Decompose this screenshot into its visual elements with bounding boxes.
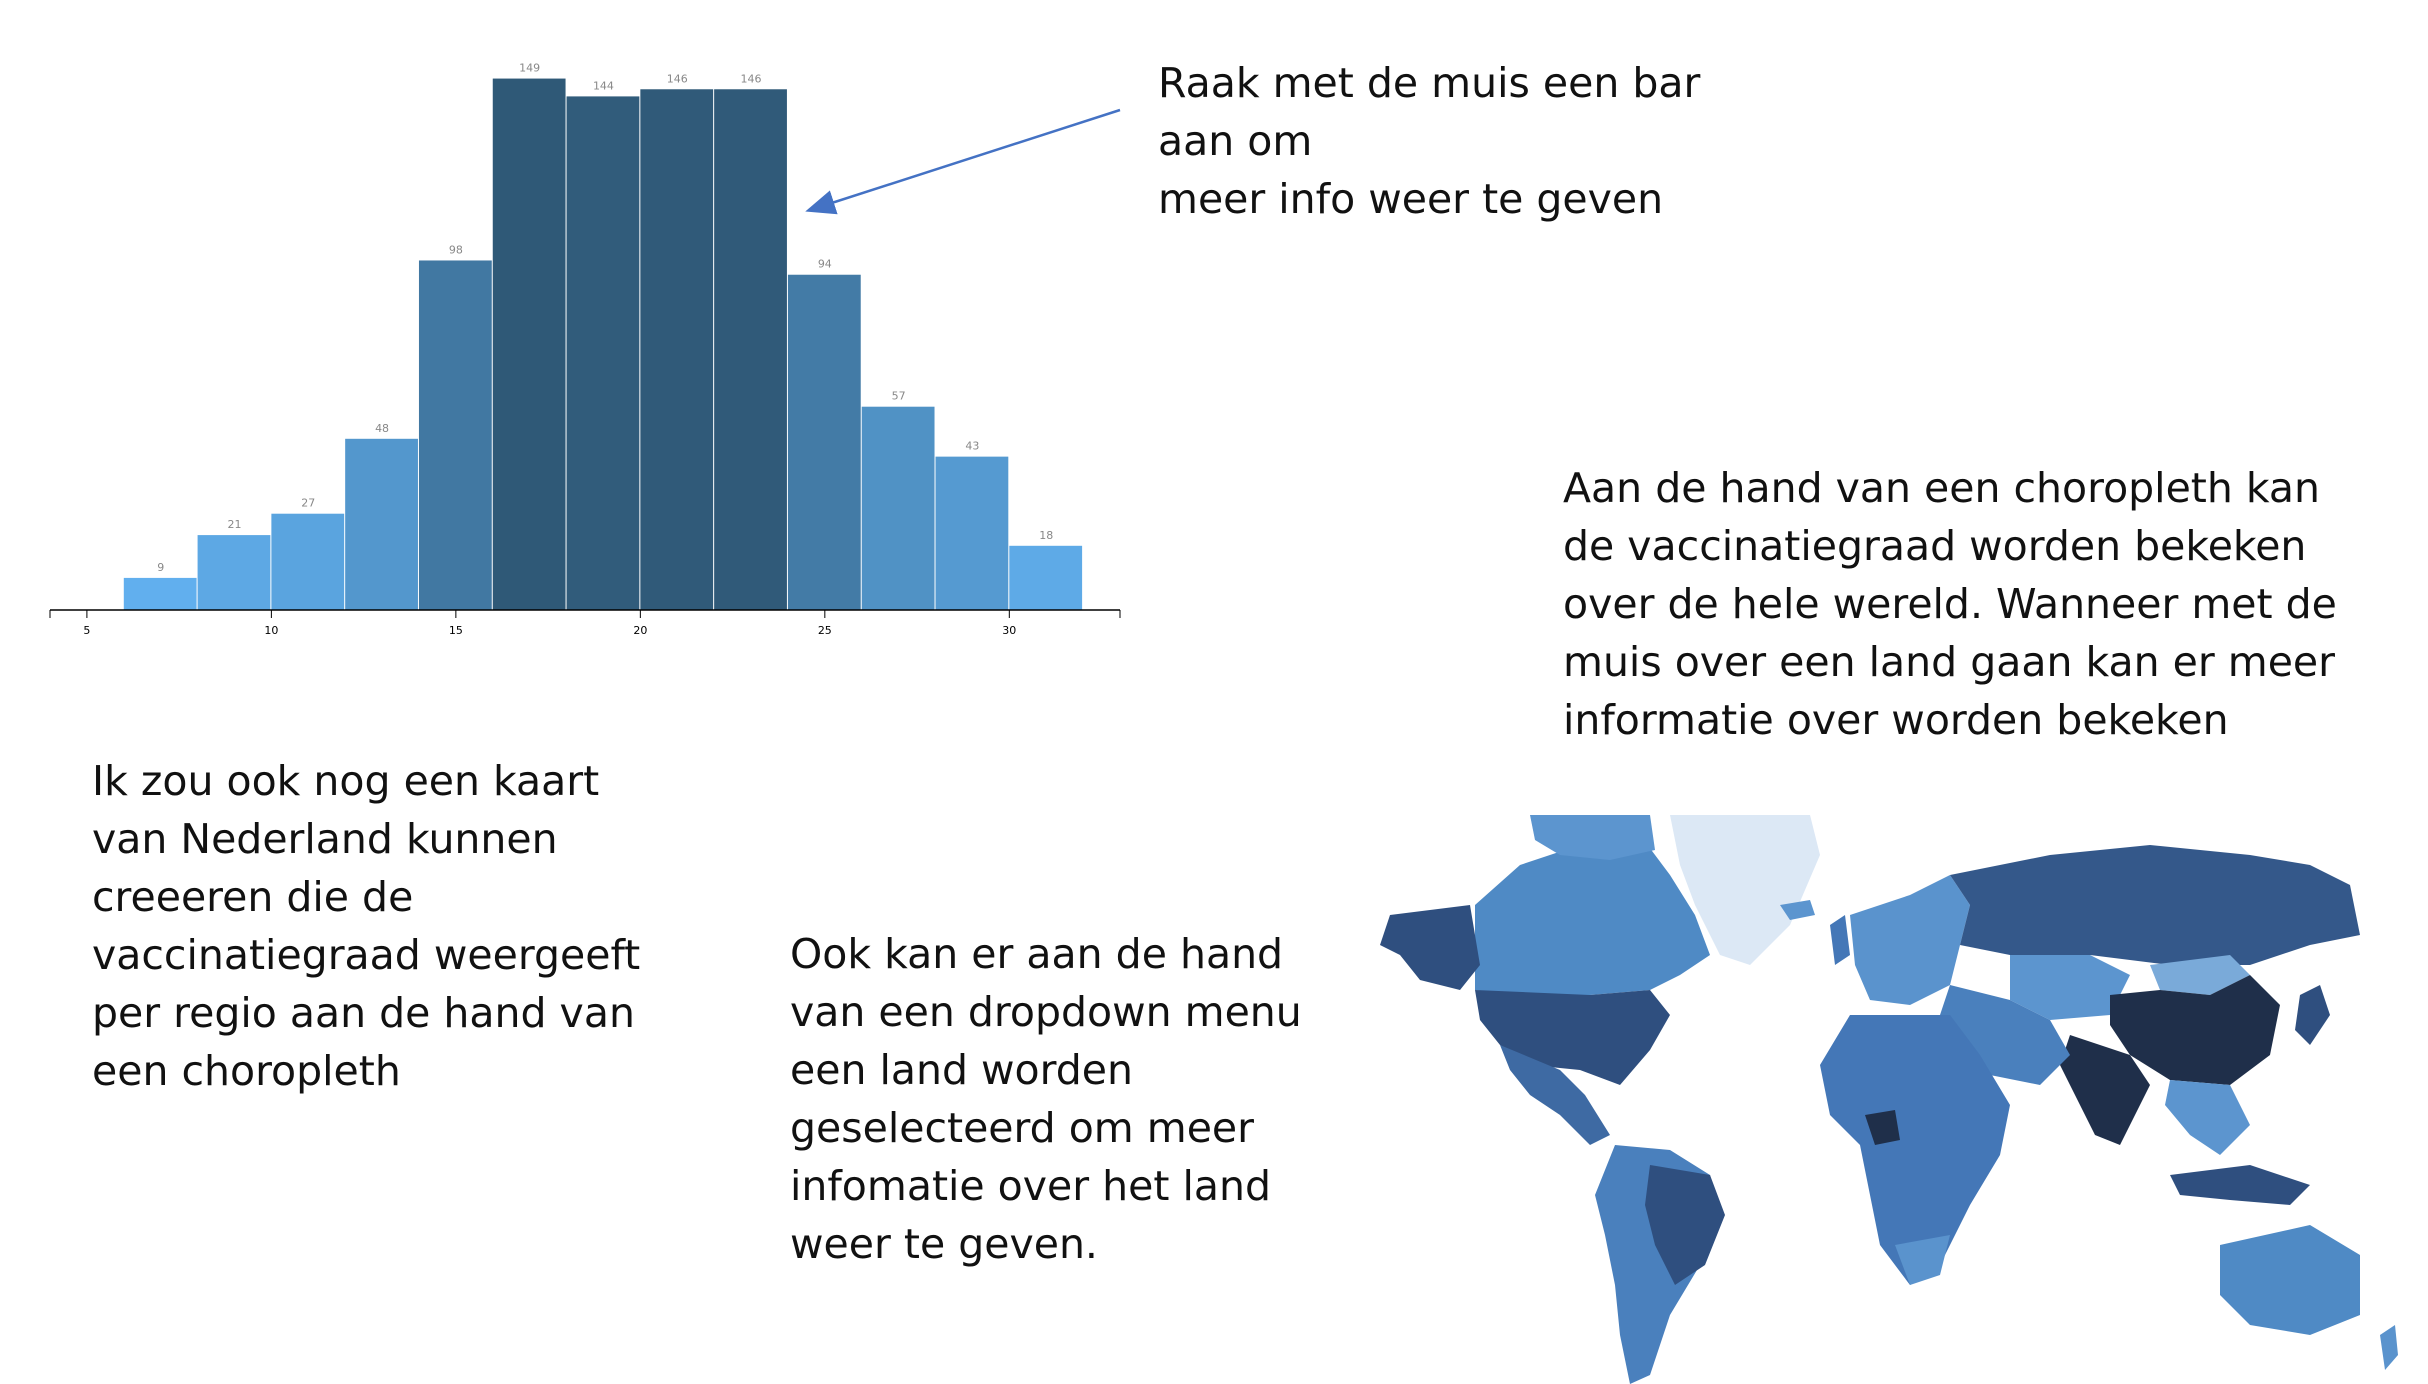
histogram-bar[interactable] [566, 96, 640, 610]
bar-value-label: 146 [741, 72, 762, 85]
region-central-asia [2010, 955, 2130, 1020]
histogram-bar[interactable] [123, 577, 197, 610]
region-mongolia [2150, 955, 2250, 995]
region-alaska [1380, 905, 1480, 990]
region-brazil [1645, 1165, 1725, 1285]
bar-value-label: 149 [519, 62, 540, 75]
bar-value-label: 57 [892, 390, 906, 403]
region-japan [2295, 985, 2330, 1045]
x-tick-label: 30 [1002, 624, 1016, 637]
dropdown-note: Ook kan er aan de hand van een dropdown … [790, 930, 1302, 1268]
region-iceland [1780, 900, 1815, 920]
histogram-bar[interactable] [714, 89, 787, 610]
region-canada [1475, 835, 1710, 995]
x-tick-label: 15 [449, 624, 463, 637]
bar-value-label: 43 [965, 440, 979, 453]
histogram-bars [123, 78, 1083, 611]
netherlands-map-note: Ik zou ook nog een kaart van Nederland k… [92, 757, 641, 1095]
bar-value-label: 18 [1039, 529, 1053, 542]
region-australia [2220, 1225, 2360, 1335]
histogram-bar[interactable] [861, 406, 935, 610]
histogram-bar[interactable] [418, 260, 492, 610]
histogram-bar-labels: 9 21 27 48 98 149 144 146 146 94 57 43 18 [157, 62, 1053, 574]
region-nigeria [1865, 1110, 1900, 1145]
choropleth-note: Aan de hand van een choropleth kan de va… [1563, 464, 2337, 744]
region-usa [1475, 990, 1670, 1085]
region-russia [1950, 845, 2360, 965]
x-tick-label: 25 [818, 624, 832, 637]
hover-bar-note: Raak met de muis een bar aan om meer inf… [1158, 59, 1701, 223]
pointer-arrow [805, 108, 1121, 215]
region-indonesia [2170, 1165, 2310, 1205]
region-india [2060, 1035, 2150, 1145]
x-tick-label: 5 [83, 624, 90, 637]
region-southeast-asia [2165, 1080, 2250, 1155]
bar-value-label: 94 [818, 258, 832, 271]
histogram-bar[interactable] [345, 438, 418, 610]
bar-value-label: 144 [593, 79, 614, 92]
histogram-bar[interactable] [787, 274, 861, 610]
histogram-bar[interactable] [935, 456, 1009, 610]
region-mexico [1500, 1045, 1610, 1145]
region-arctic-islands [1530, 815, 1655, 860]
region-africa [1820, 1015, 2010, 1285]
histogram-bar[interactable] [197, 535, 271, 610]
histogram-bar[interactable] [492, 78, 566, 611]
region-uk [1830, 915, 1850, 965]
region-europe [1850, 875, 1970, 1005]
histogram-bar[interactable] [271, 513, 345, 610]
bar-value-label: 48 [375, 422, 389, 435]
x-axis: 5 10 15 20 25 30 [49, 609, 1121, 637]
region-south-africa [1895, 1235, 1950, 1285]
histogram-chart: 9 21 27 48 98 149 144 146 146 94 57 43 18 5 10 15 20 25 3… [49, 62, 1121, 637]
world-choropleth-map[interactable] [1350, 815, 2400, 1384]
histogram-bar[interactable] [1009, 545, 1083, 610]
bar-value-label: 146 [667, 72, 688, 85]
bar-value-label: 98 [449, 243, 463, 256]
region-china [2110, 975, 2280, 1085]
region-middle-east [1940, 985, 2070, 1085]
x-tick-label: 20 [633, 624, 647, 637]
region-greenland [1670, 815, 1820, 965]
region-new-zealand [2380, 1325, 2398, 1370]
bar-value-label: 9 [157, 561, 164, 574]
bar-value-label: 27 [301, 497, 315, 510]
x-tick-label: 10 [264, 624, 278, 637]
histogram-bar[interactable] [640, 89, 714, 610]
bar-value-label: 21 [227, 518, 241, 531]
